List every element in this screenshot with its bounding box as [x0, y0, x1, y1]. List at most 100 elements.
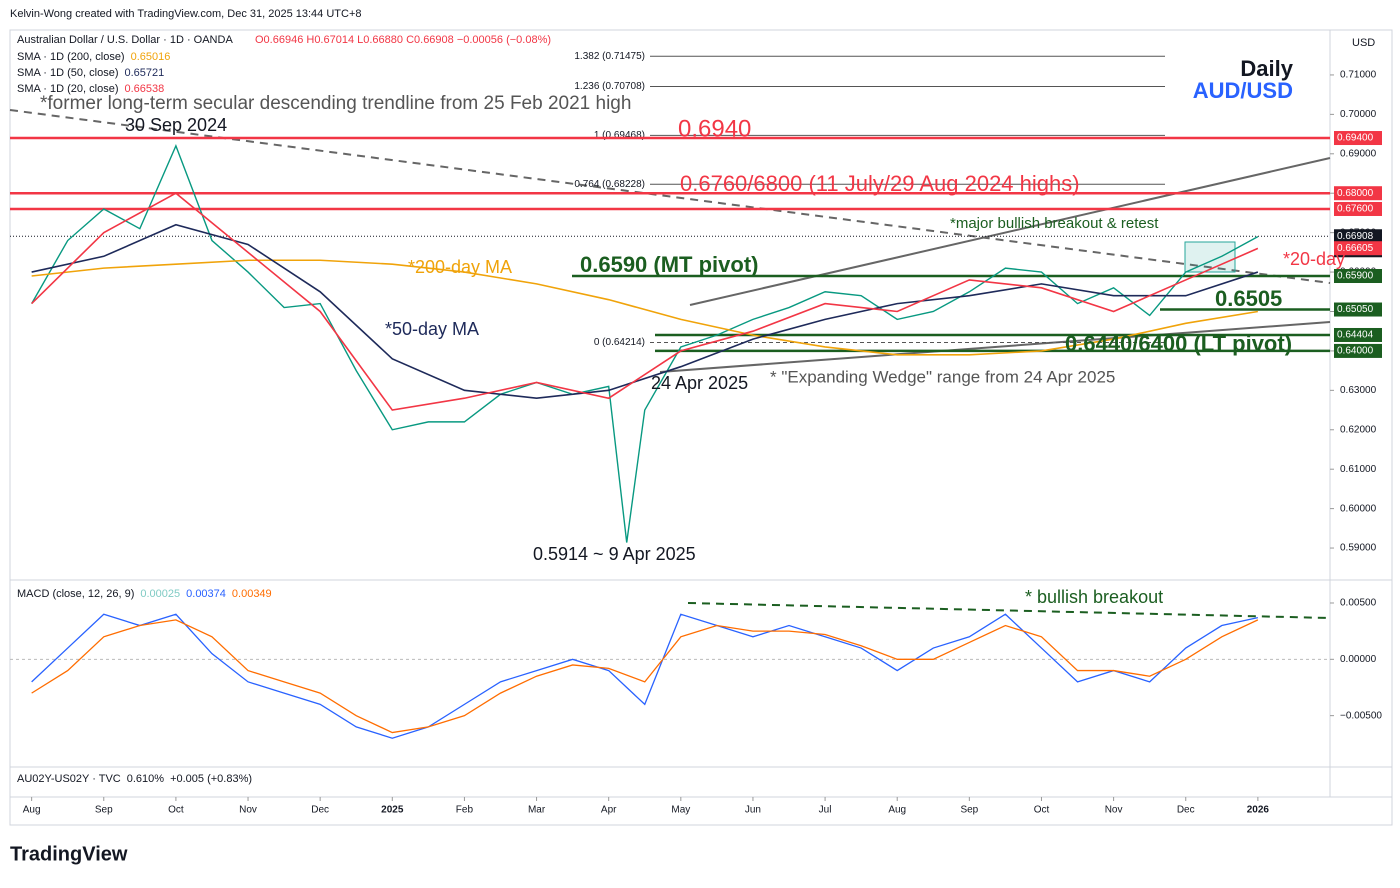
moving-average [31, 259, 1258, 356]
x-tick-label: Dec [1177, 805, 1195, 816]
x-tick-label: Jun [745, 805, 761, 816]
price-label: 0.64000 [1337, 346, 1374, 357]
x-tick-label: 2025 [381, 805, 404, 816]
y-tick-label: 0.70000 [1340, 109, 1377, 120]
spread-name: AU02Y-US02Y · TVC [17, 773, 121, 785]
ohlc: O0.66946 H0.67014 L0.66880 C0.66908 −0.0… [255, 34, 551, 46]
price-label-box [1334, 302, 1382, 317]
x-tick-label: Jul [819, 805, 832, 816]
x-tick-label: Feb [456, 805, 474, 816]
price-label: 0.64404 [1337, 330, 1374, 341]
breakout-box [1184, 241, 1236, 273]
y-tick-label: 0.59000 [1340, 543, 1377, 554]
x-tick-label: 2026 [1247, 805, 1270, 816]
fib-label: 1.382 (0.71475) [574, 51, 645, 62]
wedge-lower [659, 321, 1331, 373]
fib-label: 0 (0.64214) [594, 337, 645, 348]
macd-hist-value: 0.00025 [140, 588, 180, 600]
macd-trendline [687, 602, 1331, 619]
x-tick-label: Nov [239, 805, 257, 816]
annotation: 0.6940 [678, 115, 751, 142]
moving-average [31, 223, 1259, 400]
annotation: 0.5914 ~ 9 Apr 2025 [533, 544, 696, 564]
annotation: 24 Apr 2025 [651, 373, 748, 393]
price-line [31, 144, 1259, 543]
y-tick-label: 0.71000 [1340, 70, 1377, 81]
wedge-upper [689, 157, 1331, 306]
legend-value: 0.65721 [124, 67, 164, 79]
spread-value: 0.610% [127, 773, 165, 785]
price-label: 0.66908 [1337, 231, 1374, 242]
price-label-box [1334, 343, 1382, 358]
macd-legend: MACD (close, 12, 26, 9) [17, 588, 134, 600]
macd-line [31, 619, 1259, 734]
annotation: * "Expanding Wedge" range from 24 Apr 20… [770, 367, 1115, 386]
chart-frame [9, 29, 1393, 826]
annotation: AUD/USD [1193, 78, 1293, 103]
x-tick-label: Sep [95, 805, 113, 816]
price-label-box [1334, 269, 1382, 284]
price-label-box [1334, 201, 1382, 216]
price-label: 0.65050 [1337, 304, 1374, 315]
price-label-box [1334, 327, 1382, 342]
y-tick-label: −0.00500 [1340, 710, 1382, 721]
price-label: 0.67600 [1337, 204, 1374, 215]
x-tick-label: Apr [601, 805, 617, 816]
annotation: * bullish breakout [1025, 587, 1163, 607]
currency: USD [1352, 37, 1375, 49]
x-tick-label: Aug [888, 805, 906, 816]
fib-label: 1 (0.69468) [594, 130, 645, 141]
x-tick-label: Aug [23, 805, 41, 816]
annotation: 0.6505 [1215, 286, 1282, 311]
header: Kelvin-Wong created with TradingView.com… [10, 8, 361, 20]
annotation: Daily [1240, 56, 1293, 81]
legend-name: SMA · 1D (20, close) [17, 83, 118, 95]
price-label: 0.65900 [1337, 271, 1374, 282]
price-label-box [1334, 131, 1382, 146]
brand: TradingView [10, 843, 128, 865]
legend-value: 0.65016 [131, 51, 171, 63]
y-tick-label: 0.62000 [1340, 424, 1377, 435]
price-label: 0.69400 [1337, 133, 1374, 144]
price-label-box [1334, 241, 1382, 256]
moving-average [31, 192, 1259, 411]
y-tick-label: 0.60000 [1340, 503, 1377, 514]
price-label-box [1334, 186, 1382, 201]
spread-change: +0.005 (+0.83%) [170, 773, 252, 785]
macd-line [31, 613, 1259, 739]
price-label: 0.68000 [1337, 188, 1374, 199]
annotation: *20-day [1283, 249, 1345, 269]
annotation: *former long-term secular descending tre… [40, 93, 631, 114]
x-tick-label: May [671, 805, 690, 816]
annotation: 0.6590 (MT pivot) [580, 252, 758, 277]
annotation: *50-day MA [385, 319, 479, 339]
legend-value: 0.66538 [124, 83, 164, 95]
annotation: 0.6440/6400 (LT pivot) [1065, 331, 1292, 356]
y-tick-label: 0.00000 [1340, 654, 1377, 665]
legend-name: SMA · 1D (200, close) [17, 51, 125, 63]
macd-value: 0.00374 [186, 588, 226, 600]
x-tick-label: Dec [311, 805, 329, 816]
x-tick-label: Oct [1034, 805, 1050, 816]
symbol: Australian Dollar / U.S. Dollar · 1D · O… [17, 34, 233, 46]
macd-value: 0.00349 [232, 588, 272, 600]
annotation: *200-day MA [408, 257, 512, 277]
fib-label: 1.236 (0.70708) [574, 81, 645, 92]
fib-label: 0.764 (0.68228) [574, 179, 645, 190]
x-tick-label: Oct [168, 805, 184, 816]
price-label-box [1334, 229, 1382, 244]
y-tick-label: 0.00500 [1340, 598, 1377, 609]
legend-name: SMA · 1D (50, close) [17, 67, 118, 79]
annotation: *major bullish breakout & retest [950, 215, 1159, 232]
x-tick-label: Mar [528, 805, 546, 816]
descending-trendline [9, 109, 1331, 284]
annotation: 0.6760/6800 (11 July/29 Aug 2024 highs) [680, 171, 1080, 196]
x-tick-label: Nov [1105, 805, 1123, 816]
y-tick-label: 0.63000 [1340, 385, 1377, 396]
annotation: 30 Sep 2024 [125, 115, 227, 135]
y-tick-label: 0.61000 [1340, 464, 1377, 475]
x-tick-label: Sep [960, 805, 978, 816]
price-label: 0.66605 [1337, 243, 1374, 254]
